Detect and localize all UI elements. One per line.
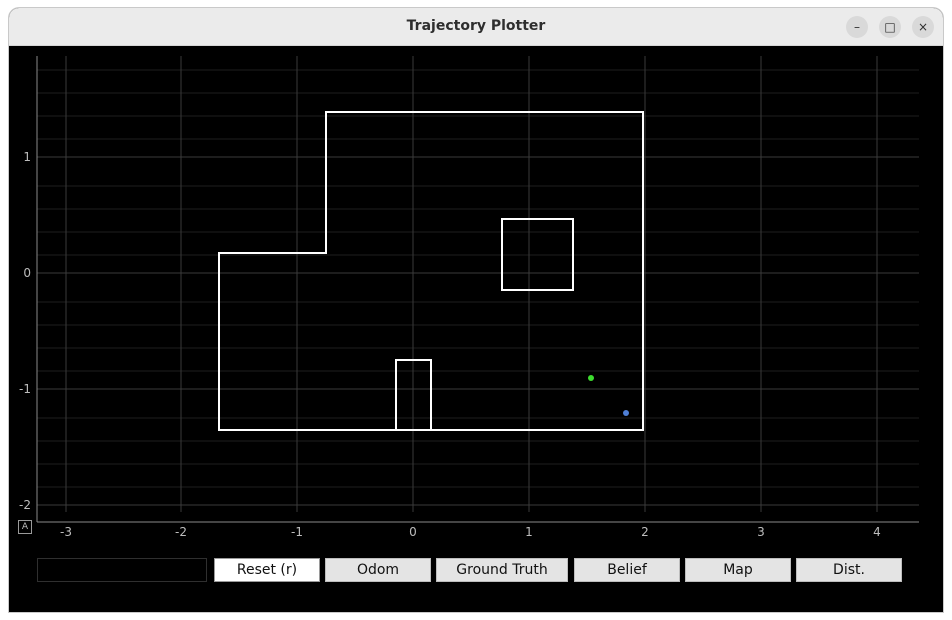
ground-truth-marker bbox=[588, 375, 594, 381]
major-grid bbox=[37, 56, 919, 512]
dist-button[interactable]: Dist. bbox=[796, 558, 902, 582]
map-obstacle-doorway bbox=[395, 359, 432, 431]
trajectory-plotter-window: Trajectory Plotter – □ × bbox=[9, 8, 943, 612]
map-button[interactable]: Map bbox=[685, 558, 791, 582]
window-title: Trajectory Plotter bbox=[406, 18, 546, 34]
map-layer bbox=[218, 111, 644, 431]
maximize-button[interactable]: □ bbox=[879, 16, 901, 38]
y-tick-label: -1 bbox=[19, 382, 31, 396]
map-outer-boundary bbox=[218, 111, 644, 431]
bottom-toolbar: Reset (r) Odom Ground Truth Belief Map D… bbox=[9, 548, 943, 588]
x-tick-label: 3 bbox=[757, 525, 765, 539]
x-tick-label: 1 bbox=[525, 525, 533, 539]
y-tick-label: 0 bbox=[23, 266, 31, 280]
axes bbox=[36, 56, 919, 523]
x-tick-label: 4 bbox=[873, 525, 881, 539]
belief-button[interactable]: Belief bbox=[574, 558, 680, 582]
minimize-button[interactable]: – bbox=[846, 16, 868, 38]
x-tick-label: -1 bbox=[291, 525, 303, 539]
x-tick-label: -3 bbox=[60, 525, 72, 539]
close-button[interactable]: × bbox=[912, 16, 934, 38]
ground-truth-button[interactable]: Ground Truth bbox=[436, 558, 568, 582]
title-bar[interactable]: Trajectory Plotter – □ × bbox=[9, 8, 943, 46]
plot-background bbox=[9, 46, 943, 546]
y-tick-label: -2 bbox=[19, 498, 31, 512]
minor-grid bbox=[37, 69, 919, 488]
reset-button[interactable]: Reset (r) bbox=[214, 558, 320, 582]
odometry-marker bbox=[623, 410, 629, 416]
auto-range-button[interactable]: A bbox=[18, 520, 32, 534]
x-tick-label: -2 bbox=[175, 525, 187, 539]
x-tick-label: 2 bbox=[641, 525, 649, 539]
status-field[interactable] bbox=[37, 558, 207, 582]
x-tick-label: 0 bbox=[409, 525, 417, 539]
y-tick-label: 1 bbox=[23, 150, 31, 164]
plot-canvas[interactable]: -3 -2 -1 0 1 2 3 4 1 0 -1 -2 bbox=[9, 46, 943, 546]
odom-button[interactable]: Odom bbox=[325, 558, 431, 582]
map-obstacle-square bbox=[501, 218, 574, 291]
